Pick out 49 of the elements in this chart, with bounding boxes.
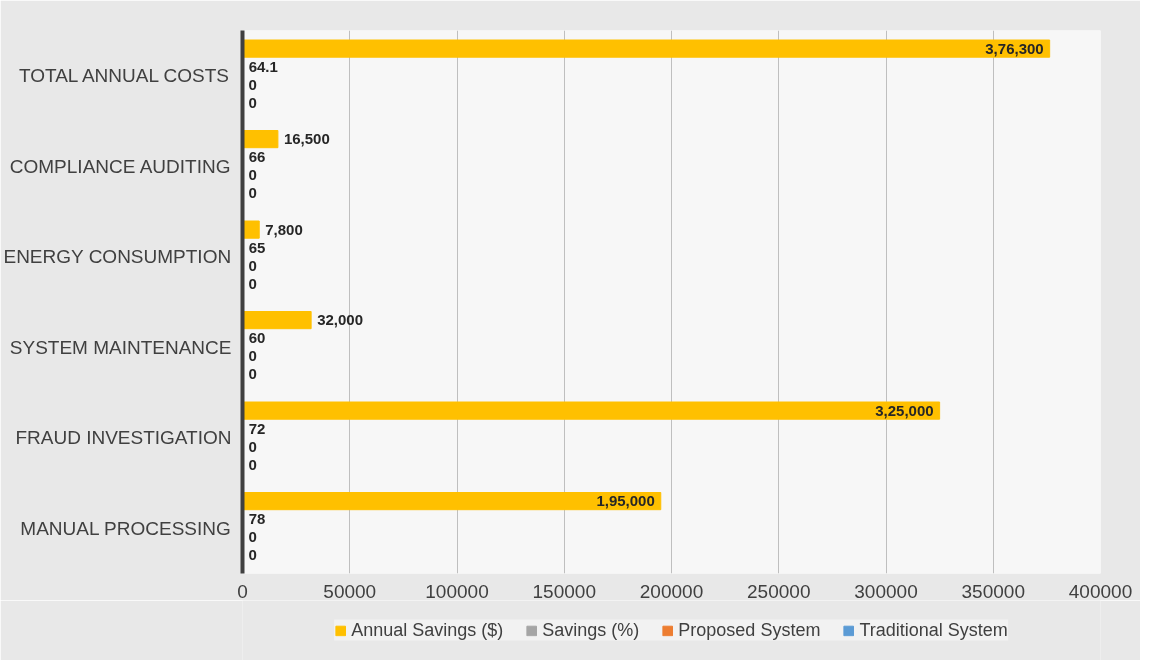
data-label: 16,500 xyxy=(283,130,330,148)
data-label: 7,800 xyxy=(265,220,303,238)
y-tick-label: TOTAL ANNUAL COSTS xyxy=(18,65,230,87)
bar xyxy=(242,130,279,149)
data-label: 0 xyxy=(248,93,257,111)
data-label: 0 xyxy=(248,455,257,473)
bar xyxy=(242,220,260,239)
y-tick-label: SYSTEM MAINTENANCE xyxy=(9,336,232,358)
x-tick-label: 250000 xyxy=(747,580,811,602)
bar xyxy=(242,39,1051,58)
data-label: 0 xyxy=(248,546,257,564)
x-tick-label: 300000 xyxy=(854,580,918,602)
x-tick-label: 400000 xyxy=(1068,580,1133,602)
bar xyxy=(242,311,312,330)
data-label: 0 xyxy=(248,256,257,274)
data-label: 0 xyxy=(248,166,257,184)
legend-label: Savings (%) xyxy=(542,619,640,641)
data-label: 3,25,000 xyxy=(875,401,934,419)
y-tick-label: COMPLIANCE AUDITING xyxy=(9,155,231,177)
data-label: 0 xyxy=(248,75,257,93)
legend-label: Annual Savings ($) xyxy=(351,619,504,641)
data-label: 1,95,000 xyxy=(596,492,655,510)
x-tick-label: 200000 xyxy=(639,580,704,602)
data-label: 0 xyxy=(248,437,257,455)
data-label: 0 xyxy=(248,184,257,202)
bar xyxy=(242,401,941,420)
bar xyxy=(242,492,662,511)
data-label: 66 xyxy=(248,148,266,166)
data-label: 72 xyxy=(248,419,266,437)
legend-label: Traditional System xyxy=(859,619,1008,641)
data-label: 0 xyxy=(248,347,257,365)
data-label: 32,000 xyxy=(317,311,364,329)
legend-label: Proposed System xyxy=(678,619,821,641)
data-label: 3,76,300 xyxy=(985,39,1044,57)
x-tick-label: 150000 xyxy=(532,580,596,602)
x-tick-label: 350000 xyxy=(961,580,1025,602)
data-label: 78 xyxy=(248,510,266,528)
x-tick-label: 100000 xyxy=(425,580,489,602)
y-tick-label: ENERGY CONSUMPTION xyxy=(3,246,232,268)
y-tick-label: FRAUD INVESTIGATION xyxy=(15,427,232,449)
data-label: 0 xyxy=(248,528,257,546)
y-tick-label: MANUAL PROCESSING xyxy=(20,517,231,539)
data-label: 64.1 xyxy=(248,57,278,75)
x-tick-label: 50000 xyxy=(323,580,377,602)
data-label: 0 xyxy=(248,274,257,292)
data-label: 60 xyxy=(248,329,266,347)
data-label: 0 xyxy=(248,365,257,383)
data-label: 65 xyxy=(248,238,266,256)
x-tick-label: 0 xyxy=(237,580,248,602)
